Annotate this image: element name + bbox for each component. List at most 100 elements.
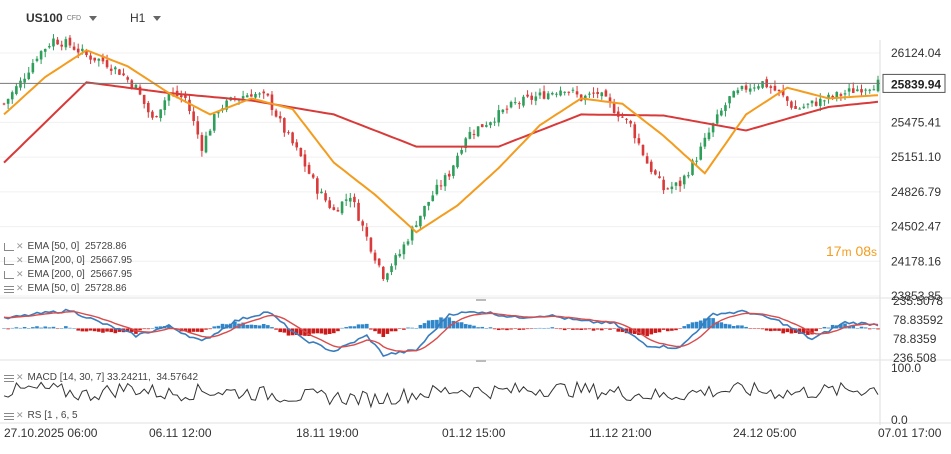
timeframe-selector[interactable]: H1 — [130, 8, 162, 28]
rsi-legend[interactable]: ✕ RS [1 , 6, 5 — [4, 409, 78, 422]
pane-handle[interactable] — [476, 360, 486, 362]
macd-histogram-bar — [538, 327, 542, 329]
candle-body — [89, 55, 92, 60]
macd-histogram-bar — [55, 328, 60, 329]
candle-body — [637, 138, 641, 144]
macd-histogram-bar — [278, 328, 283, 333]
candle-body — [283, 118, 286, 133]
candle-body — [64, 39, 68, 48]
candle-body — [608, 97, 612, 103]
macd-histogram-bar — [397, 328, 402, 329]
macd-histogram-bar — [463, 324, 468, 329]
candle-body — [390, 266, 393, 273]
macd-histogram-bar — [839, 324, 843, 329]
macd-histogram-bar — [451, 320, 456, 329]
time-tick-label: 07.01 17:00 — [878, 426, 942, 440]
chart-settings-icon — [4, 242, 14, 251]
overlay-row[interactable]: ✕ EMA [200, 0] 25667.95 — [4, 254, 132, 267]
time-tick-label: 06.11 12:00 — [149, 426, 212, 440]
overlay-row[interactable]: ✕ EMA [50, 0] 25728.86 — [4, 282, 127, 295]
candle-body — [856, 89, 859, 92]
macd-histogram-bar — [266, 325, 270, 329]
macd-histogram-bar — [6, 328, 10, 330]
candle-body — [864, 89, 867, 91]
macd-tick-label: 236.508 — [893, 351, 937, 365]
candle-body — [56, 39, 59, 45]
macd-histogram-bar — [847, 326, 851, 329]
candle-body — [204, 135, 208, 153]
macd-histogram-bar — [142, 328, 146, 330]
macd-histogram-bar — [641, 328, 645, 336]
candle-body — [592, 92, 595, 94]
close-icon[interactable]: ✕ — [16, 255, 24, 265]
macd-histogram-bar — [616, 328, 621, 332]
candle-body — [604, 90, 608, 97]
candle-body — [847, 88, 851, 92]
macd-histogram-bar — [422, 323, 427, 329]
symbol-selector[interactable]: US100 CFD — [26, 8, 98, 28]
candle-body — [707, 132, 711, 140]
time-axis: 27.10.2025 06:00 06.11 12:00 18.11 19:00 01… — [4, 426, 942, 440]
candle-body — [431, 195, 435, 202]
candle-body — [316, 178, 319, 194]
macd-legend[interactable]: ✕ MACD [14, 30, 7] 33.24211, 34.57642 — [4, 371, 198, 384]
candle-body — [538, 92, 542, 96]
macd-histogram-bar — [2, 328, 6, 329]
rsi-pane: 100.0 0.0 — [3, 361, 921, 427]
candle-body — [406, 241, 410, 245]
candle-body — [35, 58, 39, 61]
pane-handle[interactable] — [476, 299, 486, 301]
overlay-row[interactable]: ✕ EMA [50, 0] 25728.86 — [4, 240, 127, 253]
macd-histogram-bar — [863, 327, 868, 329]
rsi-tick-label: 0.0 — [891, 413, 908, 427]
macd-histogram-bar — [867, 328, 872, 330]
candle-body — [534, 96, 538, 101]
macd-histogram-bar — [665, 328, 670, 332]
macd-value-2: 34.57642 — [156, 372, 199, 383]
macd-label: MACD [14, 30, 7] — [27, 372, 105, 383]
close-icon[interactable]: ✕ — [16, 410, 24, 420]
candle-body — [138, 86, 142, 95]
macd-histogram-bar — [319, 328, 324, 334]
time-tick-label: 27.10.2025 06:00 — [4, 426, 98, 440]
candle-body — [831, 95, 834, 98]
macd-histogram-bar — [690, 322, 695, 329]
candle-body — [670, 186, 674, 190]
macd-histogram-bar — [195, 328, 200, 332]
close-icon[interactable]: ✕ — [16, 241, 24, 251]
macd-histogram-bar — [645, 328, 649, 337]
macd-histogram-bar — [781, 328, 785, 334]
candle-body — [728, 96, 731, 104]
macd-histogram-bar — [843, 323, 847, 329]
macd-histogram-bar — [22, 327, 27, 329]
macd-histogram-bar — [492, 328, 497, 330]
overlay-value: 25667.95 — [90, 269, 133, 280]
macd-histogram-bar — [521, 328, 526, 330]
close-icon[interactable]: ✕ — [16, 372, 24, 382]
candle-body — [23, 78, 26, 83]
candle-body — [212, 114, 216, 131]
candle-body — [373, 252, 377, 261]
macd-histogram-bar — [826, 327, 831, 329]
close-icon[interactable]: ✕ — [16, 283, 24, 293]
close-icon[interactable]: ✕ — [16, 269, 24, 279]
macd-histogram-bar — [204, 328, 208, 330]
overlay-row[interactable]: ✕ EMA [200, 0] 25667.95 — [4, 268, 132, 281]
macd-histogram-bar — [125, 328, 130, 332]
candle-body — [439, 185, 443, 187]
symbol-name: US100 — [26, 11, 63, 25]
macd-histogram-bar — [476, 327, 480, 329]
last-price-box — [882, 73, 946, 93]
candle-body — [258, 93, 261, 95]
candle-body — [81, 48, 84, 51]
macd-histogram-bar — [348, 326, 353, 329]
macd-histogram-bar — [649, 328, 654, 335]
candle-body — [332, 207, 336, 210]
candle-body — [295, 142, 299, 148]
macd-histogram-bar — [455, 322, 460, 329]
candle-body — [786, 96, 789, 101]
macd-histogram-bar — [146, 328, 151, 330]
candle-body — [464, 138, 468, 149]
candle-body — [39, 51, 43, 60]
